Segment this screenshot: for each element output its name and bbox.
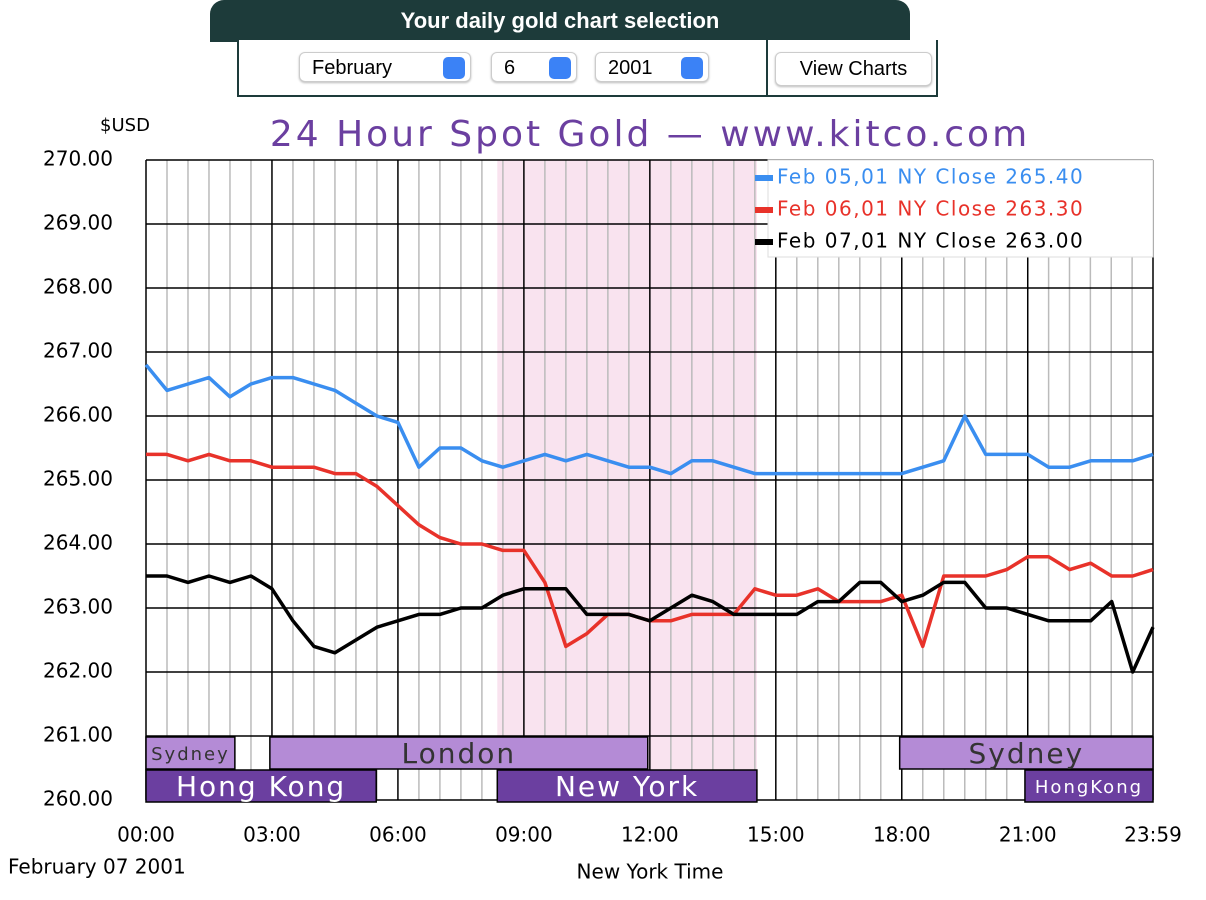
session-bar [496, 769, 758, 803]
day: 6 [504, 57, 516, 79]
x-tick-label: 03:00 [243, 823, 301, 847]
session-bar [145, 736, 236, 770]
x-tick-label: 06:00 [369, 823, 427, 847]
y-tick-label: 269.00 [43, 211, 113, 235]
legend-swatch [755, 207, 773, 213]
x-tick-label: 12:00 [621, 823, 679, 847]
y-tick-label: 260.00 [43, 787, 113, 811]
separator [766, 40, 768, 95]
x-axis-label: New York Time [577, 860, 724, 884]
legend-swatch [755, 175, 773, 181]
date: February 07 2001 [8, 855, 186, 879]
session-label: Sydney [969, 737, 1085, 770]
session-label: Sydney [151, 744, 230, 765]
y-tick-label: 268.00 [43, 275, 113, 299]
legend-label: Feb 07,01 NY Close 263.00 [777, 229, 1084, 253]
y-tick-label: 267.00 [43, 339, 113, 363]
y-tick-label: 265.00 [43, 467, 113, 491]
x-tick-label: 00:00 [117, 823, 175, 847]
x-tick-label: 15:00 [747, 823, 805, 847]
y-tick-label: 270.00 [43, 147, 113, 171]
day-select[interactable]: 6 [491, 52, 577, 82]
y-tick-label: 264.00 [43, 531, 113, 555]
month: February [312, 57, 393, 79]
line [146, 574, 1155, 674]
x-tick-label: 18:00 [873, 823, 931, 847]
x-tick-label: 21:00 [999, 823, 1057, 847]
legend [767, 159, 1154, 258]
session-label: HongKong [1035, 777, 1143, 798]
x-tick-label: 09:00 [495, 823, 553, 847]
select-arrow [549, 57, 571, 79]
y-unit: $USD [100, 115, 150, 136]
session-bar [1024, 769, 1154, 803]
y-tick-label: 263.00 [43, 595, 113, 619]
y-tick-label: 262.00 [43, 659, 113, 683]
legend-swatch [755, 239, 773, 245]
session-bar [898, 736, 1154, 770]
form-title: Your daily gold chart selection [210, 0, 910, 42]
month-select[interactable]: February [299, 52, 471, 82]
legend-label: Feb 06,01 NY Close 263.30 [777, 197, 1084, 221]
year-select[interactable]: 2001 [595, 52, 709, 82]
year: 2001 [608, 57, 653, 79]
form: February 6 2001 View Charts [237, 40, 938, 97]
y-tick-label: 261.00 [43, 723, 113, 747]
line [144, 363, 1154, 476]
session-bar [145, 769, 377, 803]
session-bar [269, 736, 649, 770]
session-label: London [401, 737, 516, 770]
title: 24 Hour Spot Gold — www.kitco.com [270, 114, 1030, 155]
session-label: Hong Kong [176, 770, 346, 803]
x-tick-label: 23:59 [1124, 823, 1182, 847]
view-charts-button[interactable]: View Charts [775, 52, 932, 86]
session-label: New York [555, 770, 699, 803]
select-arrow [681, 57, 703, 79]
y-tick-label: 266.00 [43, 403, 113, 427]
select-arrow [443, 57, 465, 79]
legend-label: Feb 05,01 NY Close 265.40 [777, 165, 1084, 189]
